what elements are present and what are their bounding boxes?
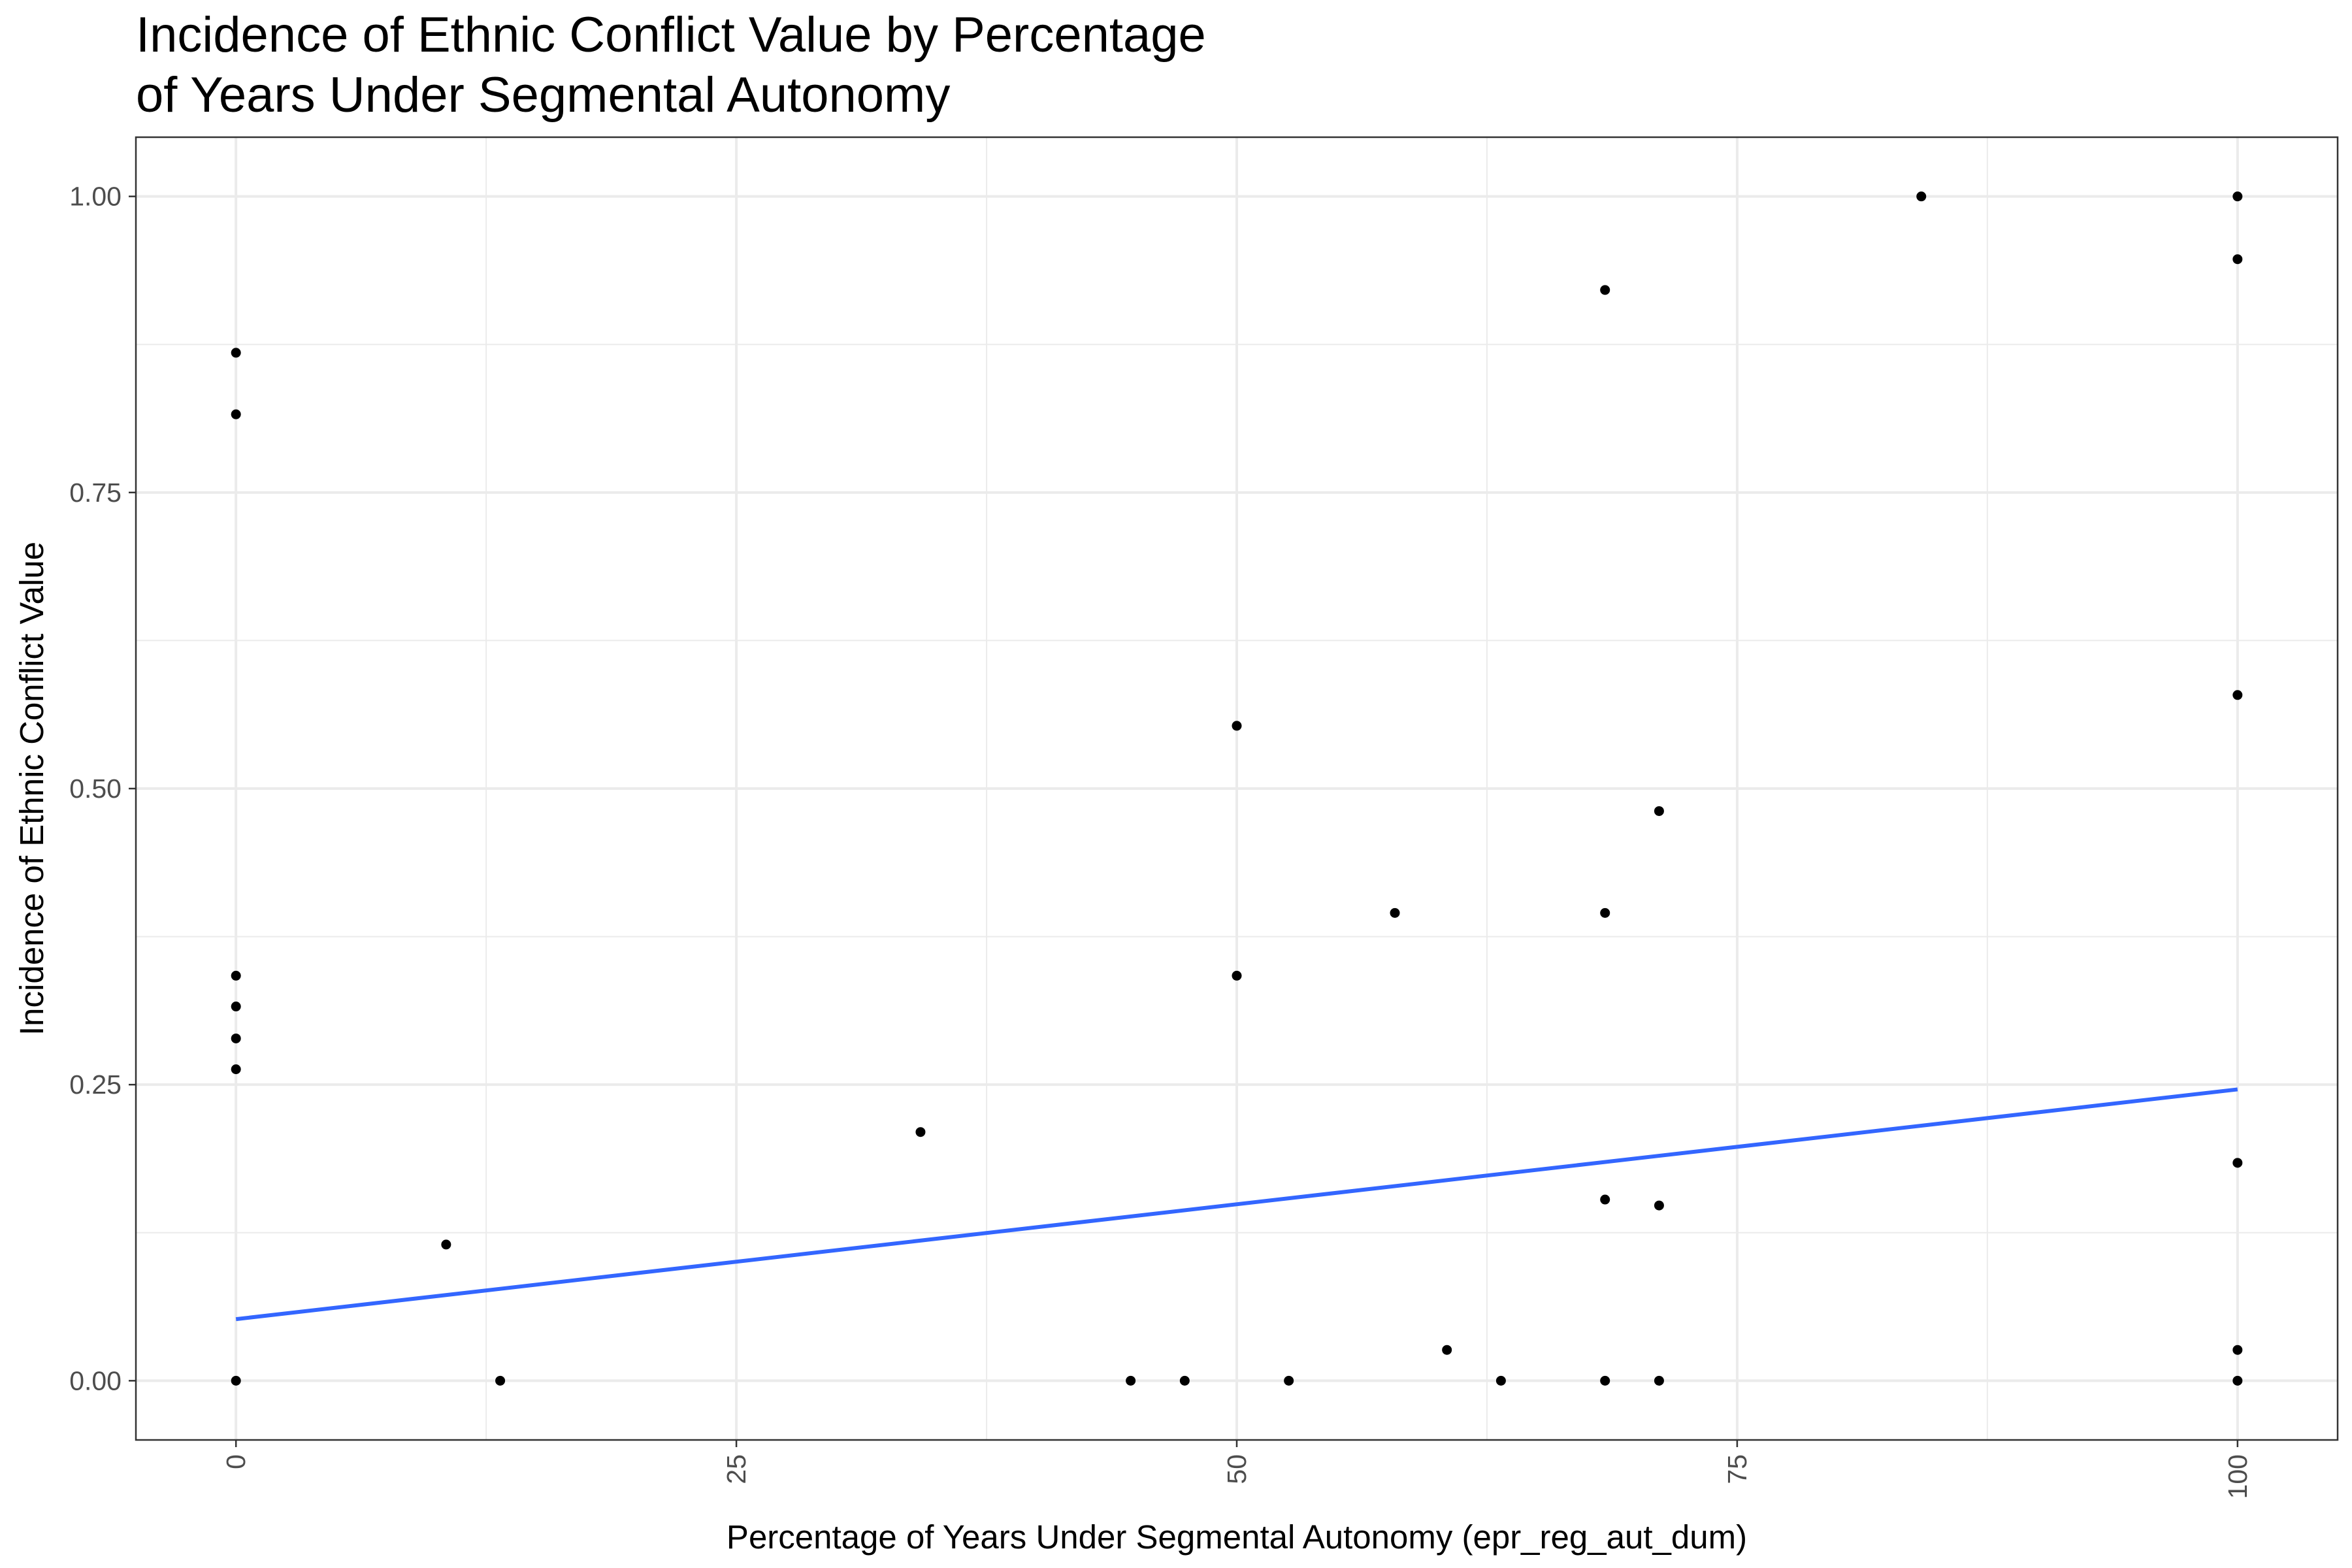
grid-lines xyxy=(136,137,2338,1440)
x-tick-label: 100 xyxy=(2223,1454,2253,1499)
y-tick-label: 0.00 xyxy=(69,1365,122,1396)
x-tick-label: 0 xyxy=(221,1454,251,1469)
data-point xyxy=(1600,285,1610,295)
data-point xyxy=(231,1064,241,1075)
y-tick-label: 0.25 xyxy=(69,1070,122,1100)
data-point xyxy=(1600,1375,1610,1386)
data-point xyxy=(1232,721,1242,731)
data-point xyxy=(495,1375,506,1386)
data-point xyxy=(441,1239,451,1250)
data-point xyxy=(2232,254,2243,265)
data-point xyxy=(2232,1345,2243,1355)
data-point xyxy=(1916,191,1927,202)
y-tick-label: 1.00 xyxy=(69,182,122,212)
fit-line-layer xyxy=(235,1087,2238,1322)
chart-title-line-1: Incidence of Ethnic Conflict Value by Pe… xyxy=(136,7,1206,63)
data-point xyxy=(1179,1375,1190,1386)
data-point xyxy=(231,1033,241,1043)
data-point xyxy=(1442,1345,1452,1355)
x-tick-label: 50 xyxy=(1222,1454,1252,1484)
data-point xyxy=(2232,1375,2243,1386)
data-point xyxy=(1284,1375,1294,1386)
data-point xyxy=(1495,1375,1506,1386)
data-point xyxy=(2232,191,2243,202)
y-tick-label: 0.75 xyxy=(69,478,122,508)
data-point xyxy=(231,348,241,358)
data-point xyxy=(1654,1375,1664,1386)
x-axis-title: Percentage of Years Under Segmental Auto… xyxy=(727,1518,1747,1556)
y-tick-label: 0.50 xyxy=(69,774,122,804)
data-point xyxy=(2232,1158,2243,1168)
data-point xyxy=(1600,1194,1610,1205)
chart-title-line-2: of Years Under Segmental Autonomy xyxy=(136,67,951,123)
data-point xyxy=(1232,970,1242,981)
x-tick-label: 75 xyxy=(1722,1454,1752,1484)
data-point xyxy=(1126,1375,1136,1386)
y-axis-title: Incidence of Ethnic Conflict Value xyxy=(13,542,50,1036)
regression-line xyxy=(235,1087,2238,1322)
data-point xyxy=(231,409,241,419)
data-point xyxy=(231,1375,241,1386)
data-point xyxy=(1600,907,1610,918)
data-point xyxy=(231,970,241,981)
data-point xyxy=(915,1127,926,1137)
data-points xyxy=(231,191,2243,1386)
data-point xyxy=(2232,690,2243,700)
data-point xyxy=(1654,1200,1664,1211)
chart-title: Incidence of Ethnic Conflict Value by Pe… xyxy=(136,5,1206,125)
data-point xyxy=(1390,907,1400,918)
data-point xyxy=(1654,806,1664,816)
data-point xyxy=(231,1002,241,1012)
x-tick-label: 25 xyxy=(721,1454,751,1484)
axis-ticks: 0 25 50 75 100 0.00 0.25 0.50 0.75 1.00 xyxy=(69,182,2253,1499)
